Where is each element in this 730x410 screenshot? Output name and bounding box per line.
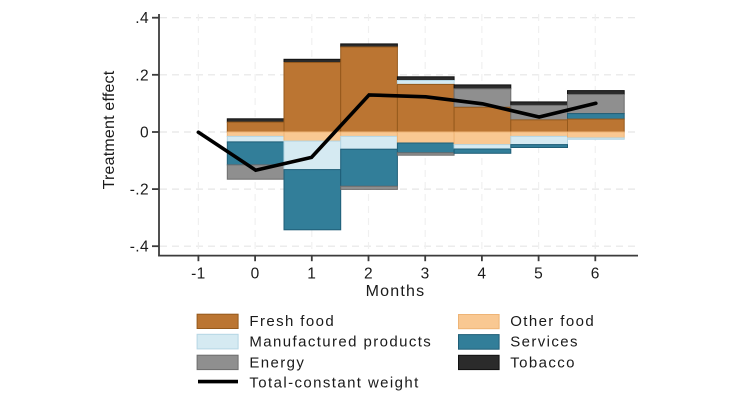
- svg-text:1: 1: [307, 266, 316, 283]
- svg-text:6: 6: [591, 266, 600, 283]
- svg-text:Other food: Other food: [510, 313, 595, 330]
- svg-text:Services: Services: [510, 333, 579, 350]
- svg-text:Treatment effect: Treatment effect: [101, 70, 118, 189]
- svg-text:Total-constant weight: Total-constant weight: [249, 374, 419, 391]
- svg-text:.4: .4: [135, 10, 149, 27]
- svg-text:Tobacco: Tobacco: [510, 354, 576, 371]
- svg-text:Energy: Energy: [249, 354, 305, 371]
- svg-text:2: 2: [364, 266, 373, 283]
- svg-text:Manufactured products: Manufactured products: [249, 333, 432, 350]
- svg-text:3: 3: [421, 266, 430, 283]
- svg-text:-.4: -.4: [130, 239, 149, 256]
- svg-text:.2: .2: [135, 67, 149, 84]
- svg-text:-1: -1: [191, 266, 206, 283]
- svg-text:Months: Months: [366, 283, 426, 300]
- svg-text:0: 0: [251, 266, 260, 283]
- svg-text:5: 5: [534, 266, 543, 283]
- svg-text:Fresh food: Fresh food: [249, 313, 335, 330]
- svg-text:4: 4: [477, 266, 486, 283]
- svg-text:0: 0: [140, 125, 149, 142]
- svg-text:-.2: -.2: [130, 182, 149, 199]
